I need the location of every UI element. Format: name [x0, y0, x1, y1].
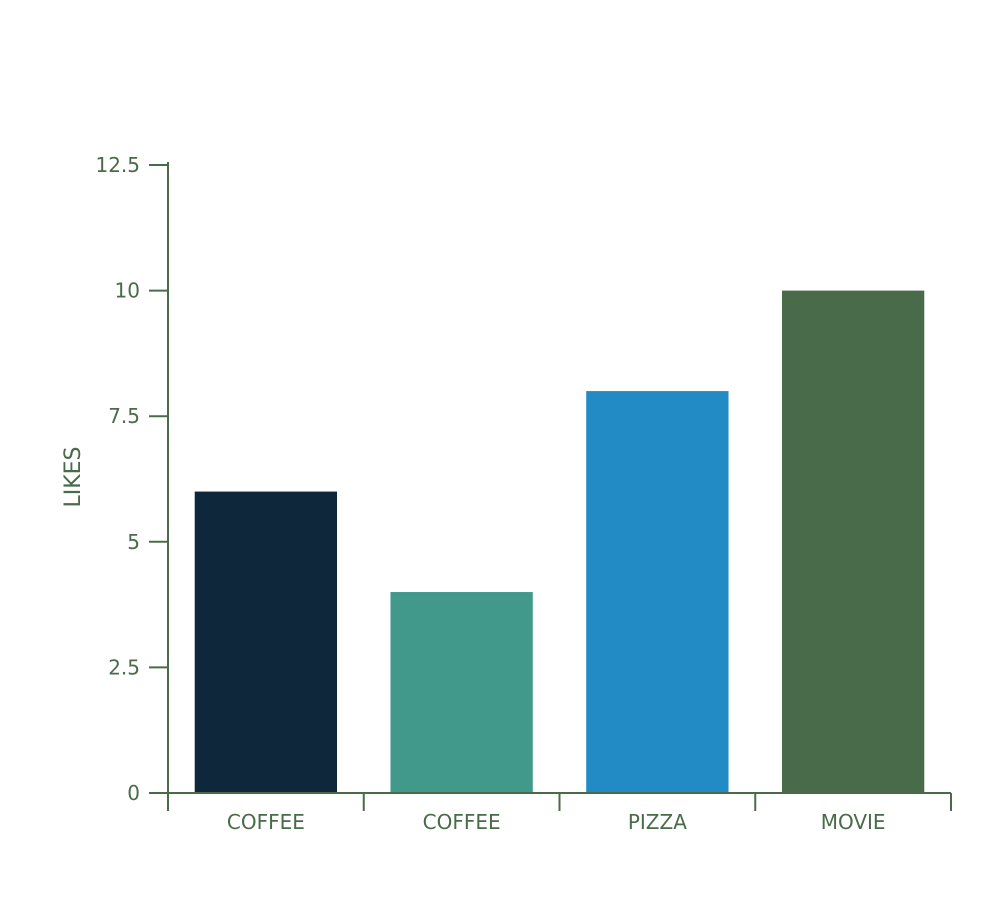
- x-tick-label: PIZZA: [628, 810, 687, 834]
- bar-movie-4: [781, 290, 925, 793]
- y-axis-title: LIKES: [61, 446, 86, 507]
- y-tick-label: 7.5: [108, 404, 140, 428]
- y-tick-label: 2.5: [108, 655, 140, 679]
- y-tick-label: 0: [127, 781, 140, 805]
- y-axis: 0 2.5 5 7.5 10 12.5: [95, 153, 169, 805]
- y-tick-label: 5: [127, 530, 140, 554]
- bar-coffee-1: [194, 491, 338, 793]
- x-tick-label: COFFEE: [423, 810, 501, 834]
- x-tick-label: MOVIE: [821, 810, 886, 834]
- bar-pizza-3: [586, 391, 729, 793]
- y-tick-label: 10: [115, 279, 140, 303]
- x-axis: COFFEE COFFEE PIZZA MOVIE: [167, 792, 952, 834]
- y-tick-label: 12.5: [95, 153, 140, 177]
- x-tick-label: COFFEE: [227, 810, 305, 834]
- bars-group: [194, 290, 925, 793]
- bar-coffee-2: [390, 592, 533, 793]
